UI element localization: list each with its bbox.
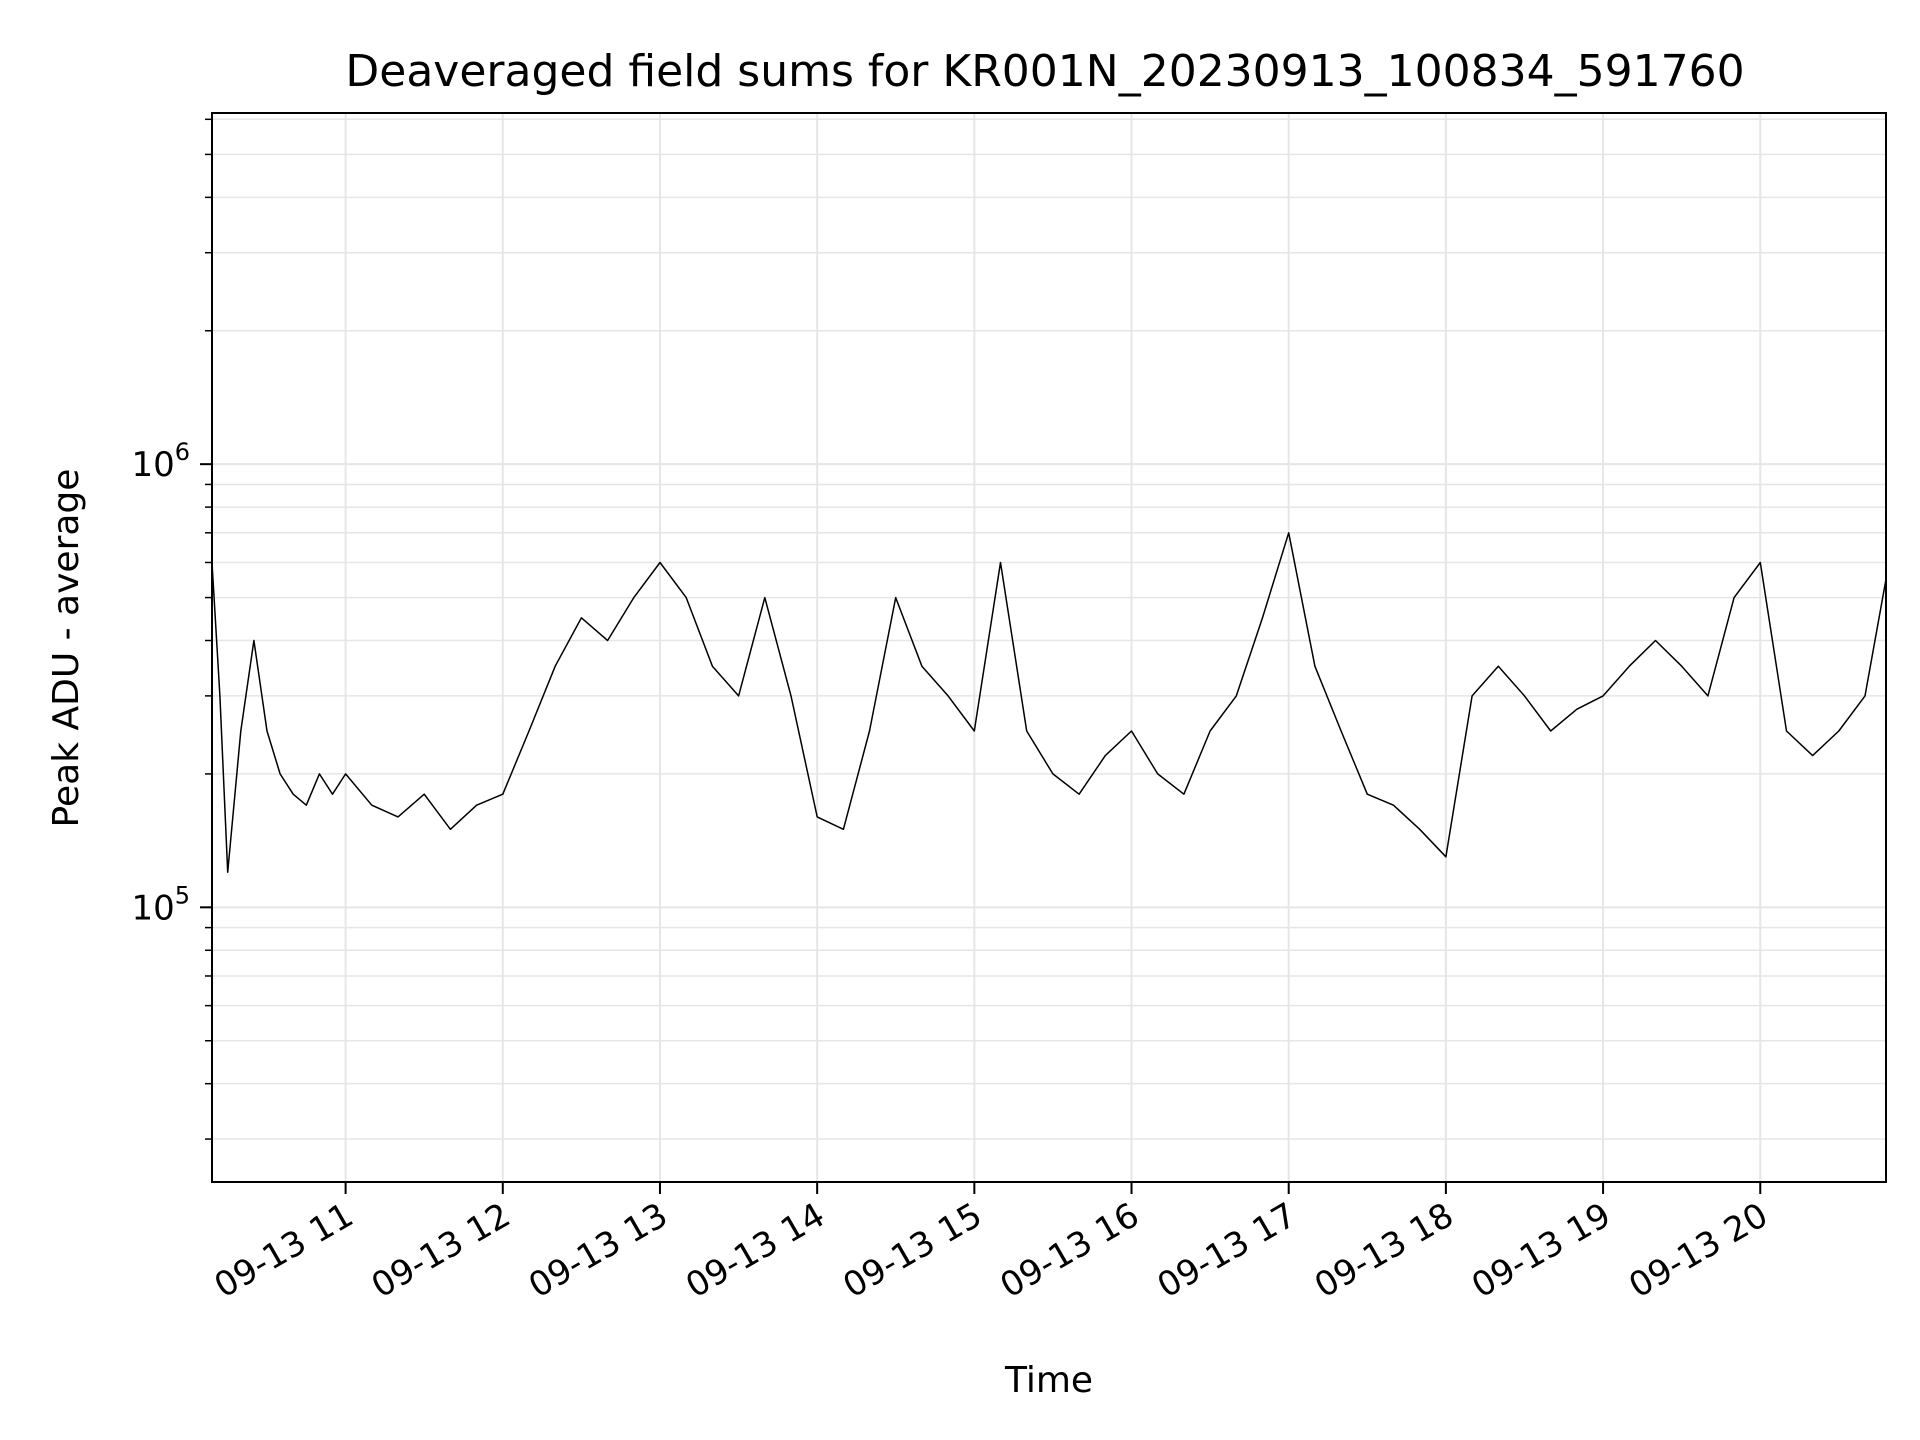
x-tick-label: 09-13 16 — [994, 1195, 1146, 1306]
series-layer — [211, 532, 1887, 873]
x-axis-label: Time — [1004, 1360, 1093, 1401]
x-tick-label: 09-13 17 — [1151, 1195, 1303, 1306]
x-tick-label: 09-13 14 — [679, 1195, 831, 1306]
series-line-0 — [211, 532, 1887, 873]
x-tick-label: 09-13 18 — [1308, 1195, 1460, 1306]
y-axis-label: Peak ADU - average — [46, 469, 87, 828]
x-tick-label: 09-13 15 — [836, 1195, 988, 1306]
x-tick-label: 09-13 13 — [522, 1195, 674, 1306]
x-tick-label: 09-13 19 — [1465, 1195, 1617, 1306]
y-ticks: 105 106 — [131, 118, 212, 1140]
y-tick-label: 105 — [131, 881, 190, 928]
chart-title: Deaveraged field sums for KR001N_2023091… — [345, 46, 1744, 97]
y-tick-label: 106 — [131, 438, 190, 485]
x-tick-label: 09-13 20 — [1622, 1195, 1774, 1306]
x-tick-label: 09-13 11 — [208, 1195, 360, 1306]
plot-frame — [211, 112, 1887, 1183]
x-tick-label: 09-13 12 — [365, 1195, 517, 1306]
grid — [212, 113, 1886, 1182]
x-ticks: 09-13 11 09-13 12 09-13 13 09-13 14 09-13 15… — [208, 1182, 1775, 1306]
